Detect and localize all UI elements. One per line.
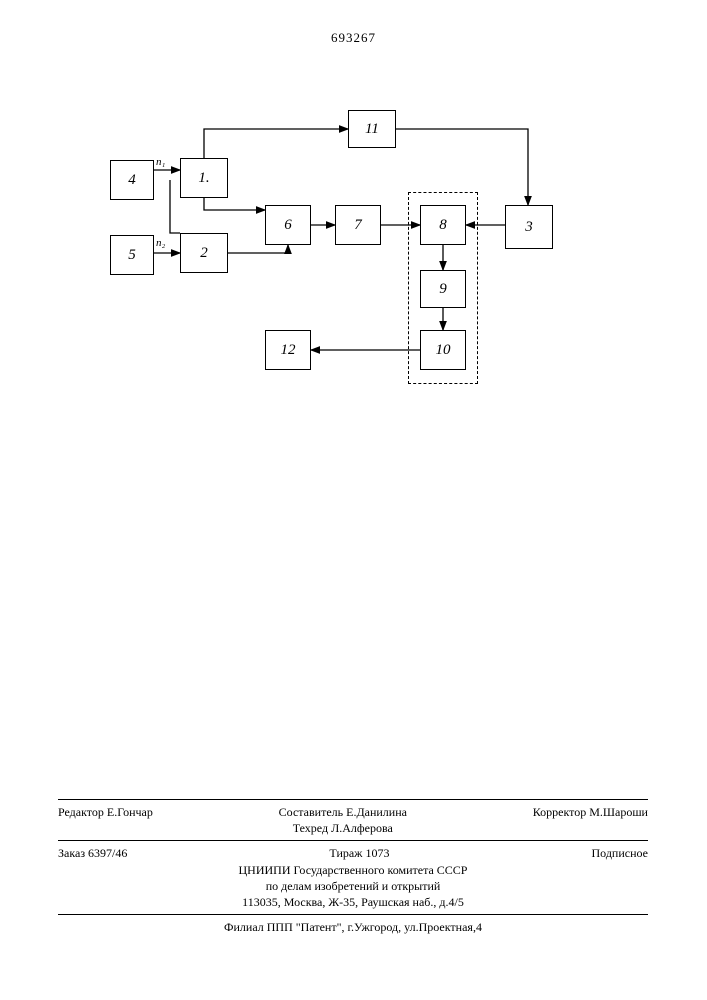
org-addr: 113035, Москва, Ж-35, Раушская наб., д.4… bbox=[58, 894, 648, 910]
editor-label: Редактор bbox=[58, 805, 104, 819]
compiler-label: Составитель bbox=[279, 805, 343, 819]
compiler-cell: Составитель Е.Данилина Техред Л.Алферова bbox=[279, 804, 407, 836]
node-n4: 4 bbox=[110, 160, 154, 200]
page: 693267 4 5 1. 267 11 83 9 10 12 n₁ n₂ Редактор Е.Г… bbox=[0, 0, 707, 1000]
edge bbox=[396, 129, 528, 205]
edge bbox=[228, 245, 288, 253]
tirazh: Тираж 1073 bbox=[329, 845, 389, 861]
node-n5: 5 bbox=[110, 235, 154, 275]
footer-order-row: Заказ 6397/46 Тираж 1073 Подписное bbox=[58, 845, 648, 861]
org-block: ЦНИИПИ Государственного комитета СССР по… bbox=[58, 862, 648, 911]
compiler-name: Е.Данилина bbox=[346, 805, 407, 819]
edge bbox=[204, 198, 265, 210]
node-n6: 6 bbox=[265, 205, 311, 245]
techred-name: Л.Алферова bbox=[331, 821, 393, 835]
node-n9: 9 bbox=[420, 270, 466, 308]
node-n3: 3 bbox=[505, 205, 553, 249]
rule bbox=[58, 799, 648, 800]
node-n12: 12 bbox=[265, 330, 311, 370]
editor-cell: Редактор Е.Гончар bbox=[58, 804, 153, 836]
corrector-cell: Корректор М.Шароши bbox=[533, 804, 648, 836]
edge-label: n₁ bbox=[156, 156, 165, 168]
node-n1: 1. bbox=[180, 158, 228, 198]
document-number: 693267 bbox=[0, 30, 707, 46]
edge-label: n₂ bbox=[156, 237, 165, 249]
techred-label: Техред bbox=[293, 821, 328, 835]
branch-line: Филиал ППП "Патент", г.Ужгород, ул.Проек… bbox=[58, 919, 648, 935]
block-diagram: 4 5 1. 267 11 83 9 10 12 n₁ n₂ bbox=[110, 110, 590, 450]
footer-credits-row: Редактор Е.Гончар Составитель Е.Данилина… bbox=[58, 804, 648, 836]
corrector-label: Корректор bbox=[533, 805, 587, 819]
node-n8: 8 bbox=[420, 205, 466, 245]
rule bbox=[58, 914, 648, 915]
node-n11: 11 bbox=[348, 110, 396, 148]
edge bbox=[204, 129, 348, 158]
node-n10: 10 bbox=[420, 330, 466, 370]
org-line2: по делам изобретений и открытий bbox=[58, 878, 648, 894]
footer: Редактор Е.Гончар Составитель Е.Данилина… bbox=[58, 795, 648, 935]
editor-name: Е.Гончар bbox=[107, 805, 153, 819]
corrector-name: М.Шароши bbox=[589, 805, 648, 819]
org-line1: ЦНИИПИ Государственного комитета СССР bbox=[58, 862, 648, 878]
node-n7: 7 bbox=[335, 205, 381, 245]
edge bbox=[170, 180, 180, 233]
order-number: Заказ 6397/46 bbox=[58, 845, 127, 861]
node-n2: 2 bbox=[180, 233, 228, 273]
podpisnoe: Подписное bbox=[592, 845, 649, 861]
rule bbox=[58, 840, 648, 841]
